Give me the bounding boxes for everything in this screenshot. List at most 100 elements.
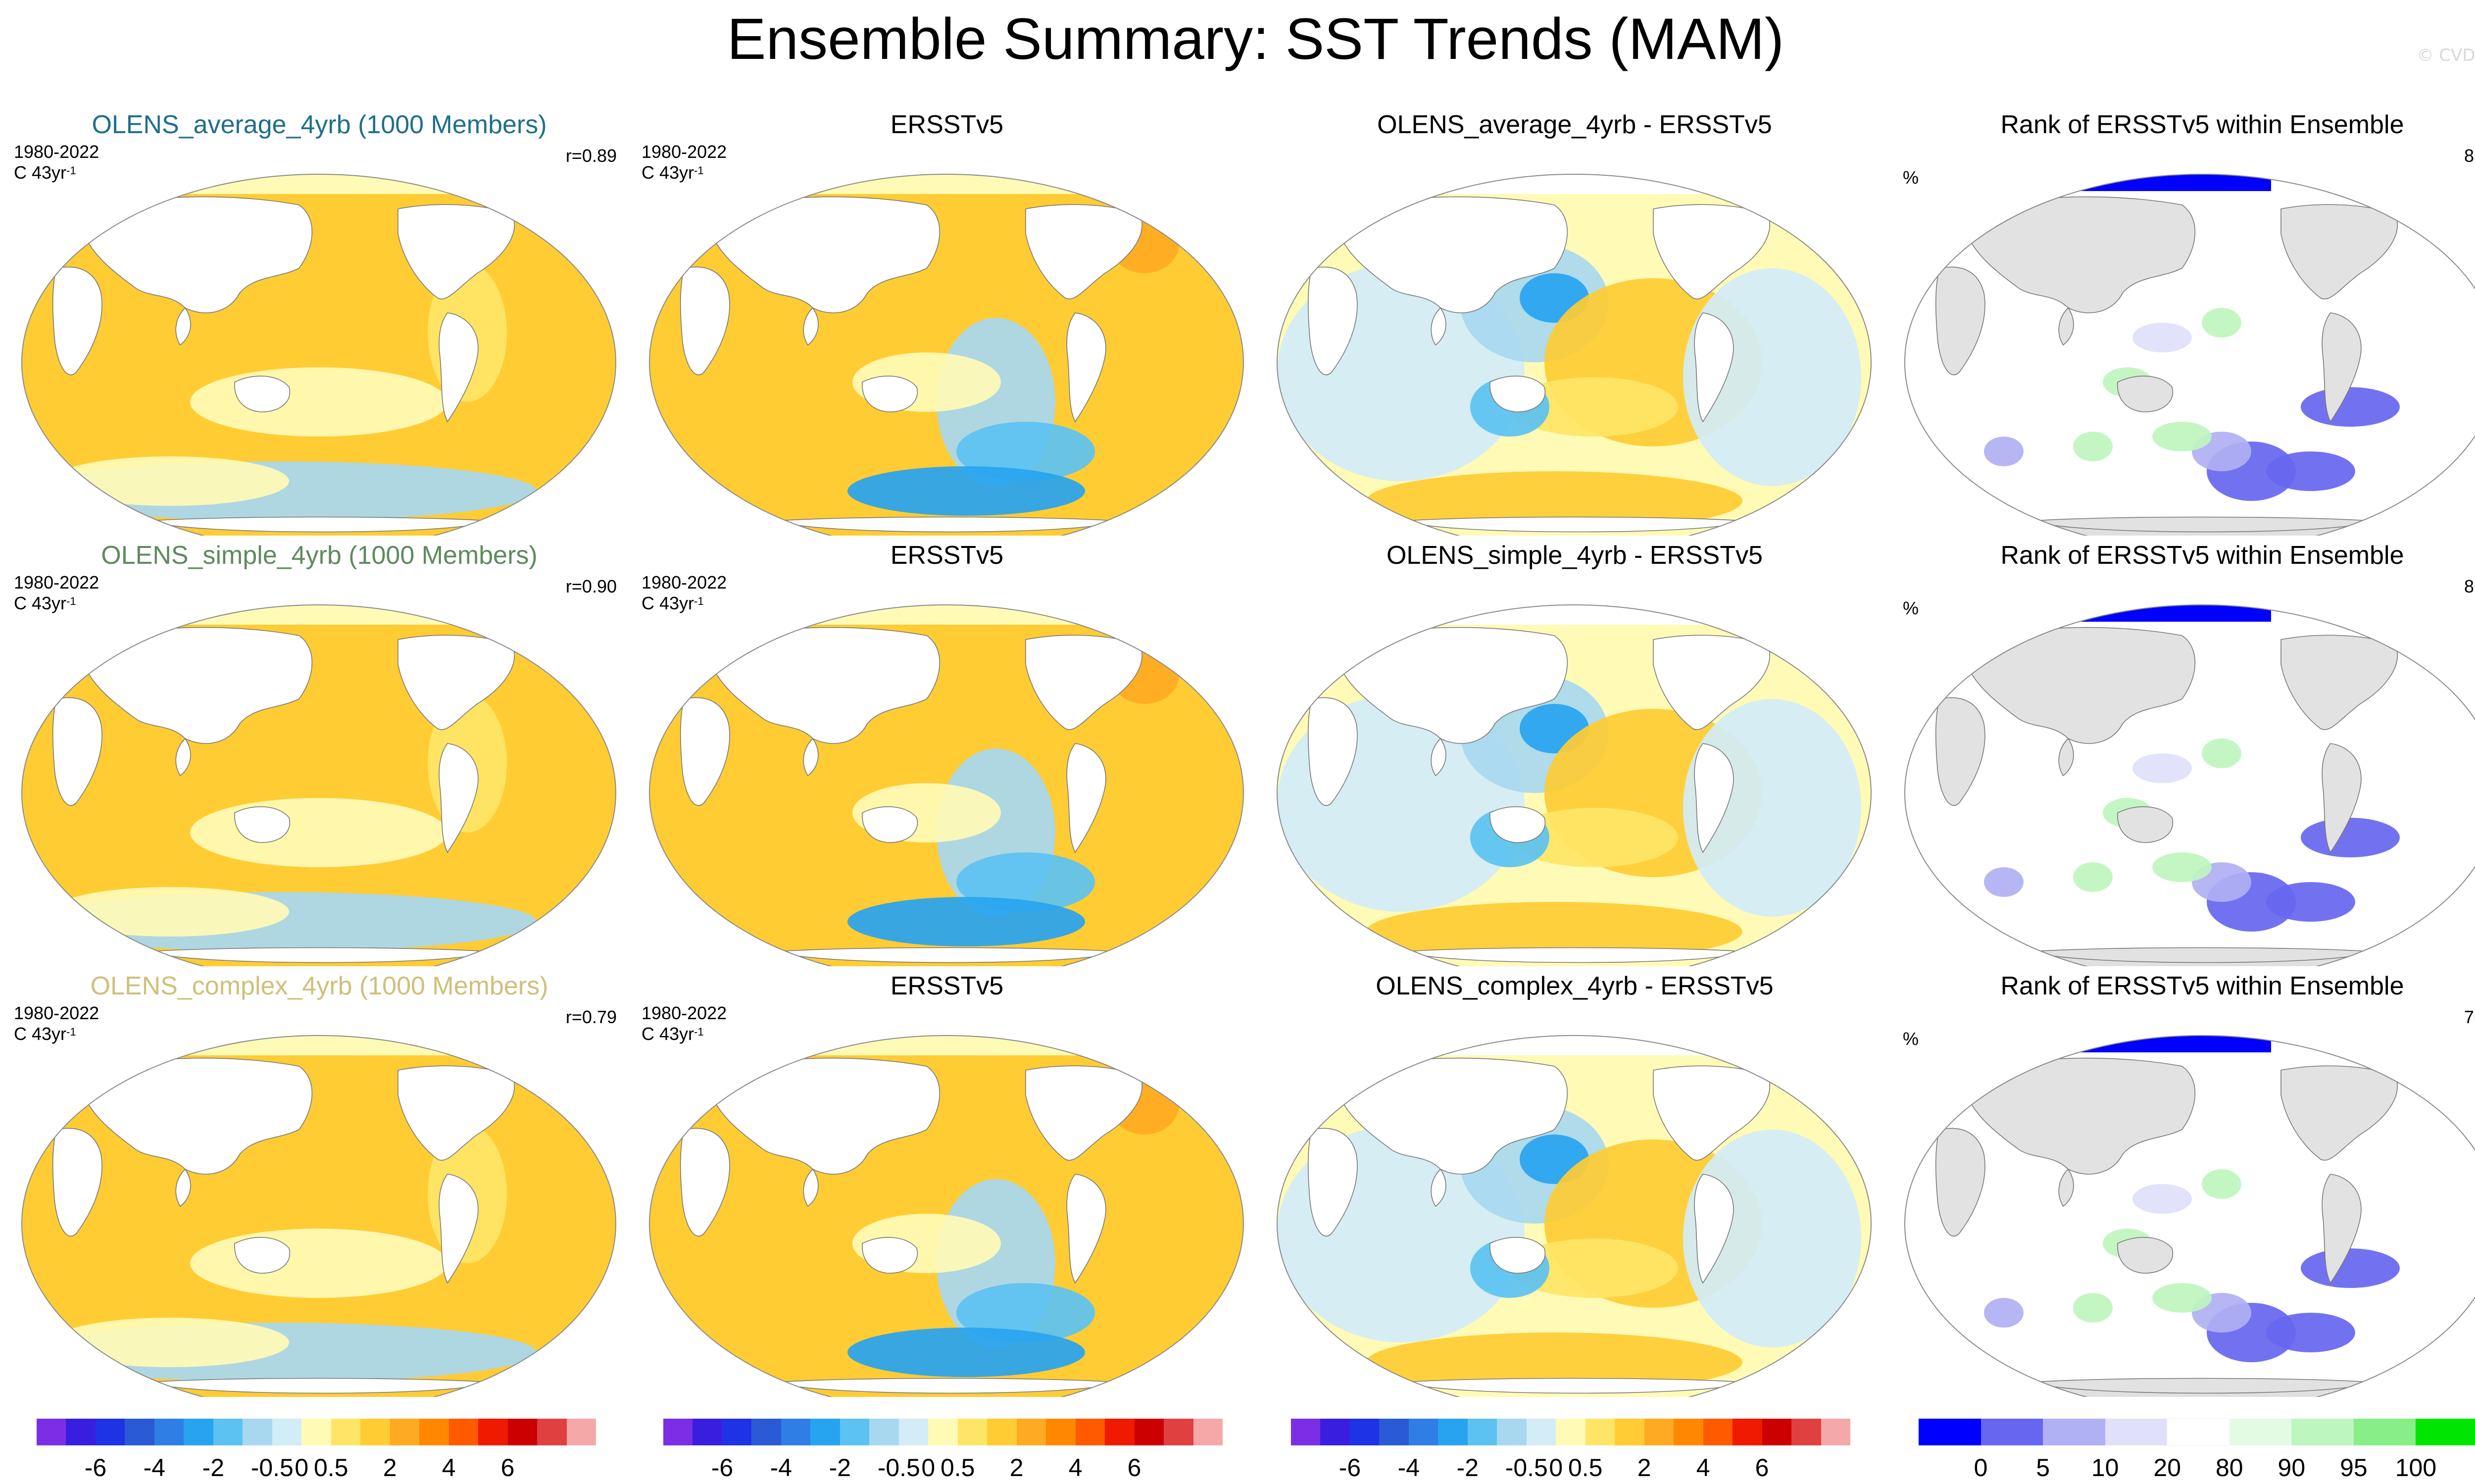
diff-map	[1277, 174, 1872, 536]
rank-field-region	[2301, 818, 2400, 857]
land-outline	[1025, 635, 1142, 730]
rank-field-region	[2266, 1313, 2355, 1352]
model-map	[21, 174, 616, 536]
land-outline	[862, 1237, 918, 1274]
rank-map	[1904, 174, 2475, 536]
model-panel-title: OLENS_simple_4yrb (1000 Members)	[101, 541, 538, 570]
land-outline	[862, 806, 918, 843]
model-panel-title: OLENS_complex_4yrb (1000 Members)	[90, 972, 548, 1000]
colorbar-tick-label: 4	[1696, 1454, 1710, 1482]
percent-unit-label: %	[1903, 1029, 1919, 1049]
land-outline	[680, 266, 730, 376]
land-outline	[1431, 738, 1446, 777]
colorbar-swatch	[125, 1419, 155, 1445]
colorbar-swatch	[1291, 1419, 1321, 1445]
model-panel-title: OLENS_average_4yrb (1000 Members)	[92, 110, 547, 139]
land-outline	[1431, 307, 1446, 346]
diff-panel-title: OLENS_simple_4yrb - ERSSTv5	[1386, 541, 1763, 570]
colorbar-swatch	[478, 1419, 508, 1445]
colorbar-swatch	[1732, 1419, 1763, 1445]
land-outline	[2280, 635, 2398, 730]
diff-field-region	[1683, 1130, 1861, 1347]
colorbar-swatch	[1467, 1419, 1497, 1445]
rank-field-region	[2301, 387, 2400, 427]
colorbar-swatch	[1193, 1419, 1223, 1445]
colorbar-tick-label: 6	[1755, 1454, 1769, 1482]
diff-field-region	[1683, 268, 1861, 486]
period-units-label: 1980-2022 C 43yr-1	[14, 1003, 99, 1044]
colorbar-tick-label: 2	[383, 1454, 397, 1482]
obs-panel: ERSSTv5 1980-2022 C 43yr-1	[635, 541, 1259, 966]
colorbar-swatch	[2229, 1419, 2292, 1445]
colorbar-tick-label: -2	[829, 1454, 851, 1482]
diff-panel: OLENS_simple_4yrb - ERSSTv5	[1262, 541, 1887, 966]
rank-panel-title: Rank of ERSSTv5 within Ensemble	[2000, 541, 2404, 570]
colorbar-tick-label: 5	[2036, 1454, 2050, 1482]
colorbar-tick-label: 2	[1637, 1454, 1651, 1482]
rank-field-region	[2132, 1184, 2192, 1214]
pattern-correlation: r=0.90	[565, 576, 617, 596]
land-outline	[1653, 204, 1770, 299]
colorbar-swatch	[2291, 1419, 2354, 1445]
land-outline	[2058, 738, 2074, 777]
land-outline	[52, 1128, 102, 1237]
obs-panel-title: ERSSTv5	[890, 972, 1004, 1000]
land-outline	[1431, 1168, 1446, 1207]
rank-percent: 76%	[2464, 1007, 2475, 1027]
obs-field-region	[956, 1283, 1095, 1342]
land-outline	[86, 1057, 313, 1175]
land-outline	[234, 1237, 291, 1274]
model-panel: OLENS_complex_4yrb (1000 Members) 1980-20…	[7, 971, 632, 1397]
model-panel: OLENS_average_4yrb (1000 Members) 1980-20…	[7, 110, 632, 536]
land-outline	[1969, 196, 2196, 313]
colorbar-tick-label: 100	[2395, 1454, 2437, 1482]
land-outline	[713, 196, 940, 313]
model-field-region	[190, 798, 447, 867]
colorbar-tick-label: 0	[1974, 1454, 1988, 1482]
colorbar-tick-label: -6	[1338, 1454, 1361, 1482]
rank-field-region	[2266, 882, 2355, 922]
colorbar-swatch	[1164, 1419, 1194, 1445]
period-units-label: 1980-2022 C 43yr-1	[14, 142, 99, 183]
land-outline	[439, 1174, 479, 1284]
colorbar-swatch	[1408, 1419, 1438, 1445]
colorbar-tick-label: 90	[2277, 1454, 2306, 1482]
map-boundary	[21, 174, 616, 536]
land-outline	[234, 806, 291, 843]
land-outline	[2117, 375, 2174, 412]
diff-field-region	[1510, 1238, 1678, 1298]
colorbar-swatch	[95, 1419, 125, 1445]
land-outline	[1025, 1065, 1142, 1161]
land-outline	[2280, 204, 2398, 299]
colorbar-tick-label: -0.5	[877, 1454, 920, 1482]
land-outline	[1066, 743, 1106, 853]
colorbar-swatch	[37, 1419, 66, 1445]
diff-panel: OLENS_complex_4yrb - ERSSTv5	[1262, 971, 1887, 1397]
colorbar-tick-label: -4	[770, 1454, 792, 1482]
colorbar-swatch	[957, 1419, 988, 1445]
land-outline	[803, 1168, 819, 1207]
obs-field-region	[956, 422, 1095, 481]
land-outline	[2322, 312, 2362, 423]
colorbar-tick-label: 95	[2340, 1454, 2368, 1482]
rank-field-region	[2073, 432, 2113, 461]
land-outline	[803, 307, 819, 346]
pattern-correlation: r=0.89	[565, 146, 617, 166]
diff-panel-title: OLENS_complex_4yrb - ERSSTv5	[1376, 972, 1774, 1000]
land-outline	[1307, 1128, 1358, 1237]
colorbar-tick-label: 20	[2153, 1454, 2181, 1482]
colorbar-swatch	[2416, 1419, 2475, 1445]
map-boundary	[1277, 604, 1872, 966]
colorbar-swatch	[1105, 1419, 1135, 1445]
credit-watermark: © CVDP	[2417, 46, 2475, 65]
diff-field-region	[1366, 471, 1742, 531]
obs-field-region	[847, 897, 1085, 946]
rank-field-region	[2073, 1293, 2113, 1323]
colorbar-swatch	[331, 1419, 361, 1445]
colorbar-swatch	[2353, 1419, 2416, 1445]
rank-field-region	[2202, 1169, 2241, 1199]
colorbar-tick-label: -2	[202, 1454, 225, 1482]
colorbar-swatch	[448, 1419, 479, 1445]
period-units-label: 1980-2022 C 43yr-1	[642, 142, 727, 183]
colorbar-swatch	[1919, 1419, 1981, 1445]
